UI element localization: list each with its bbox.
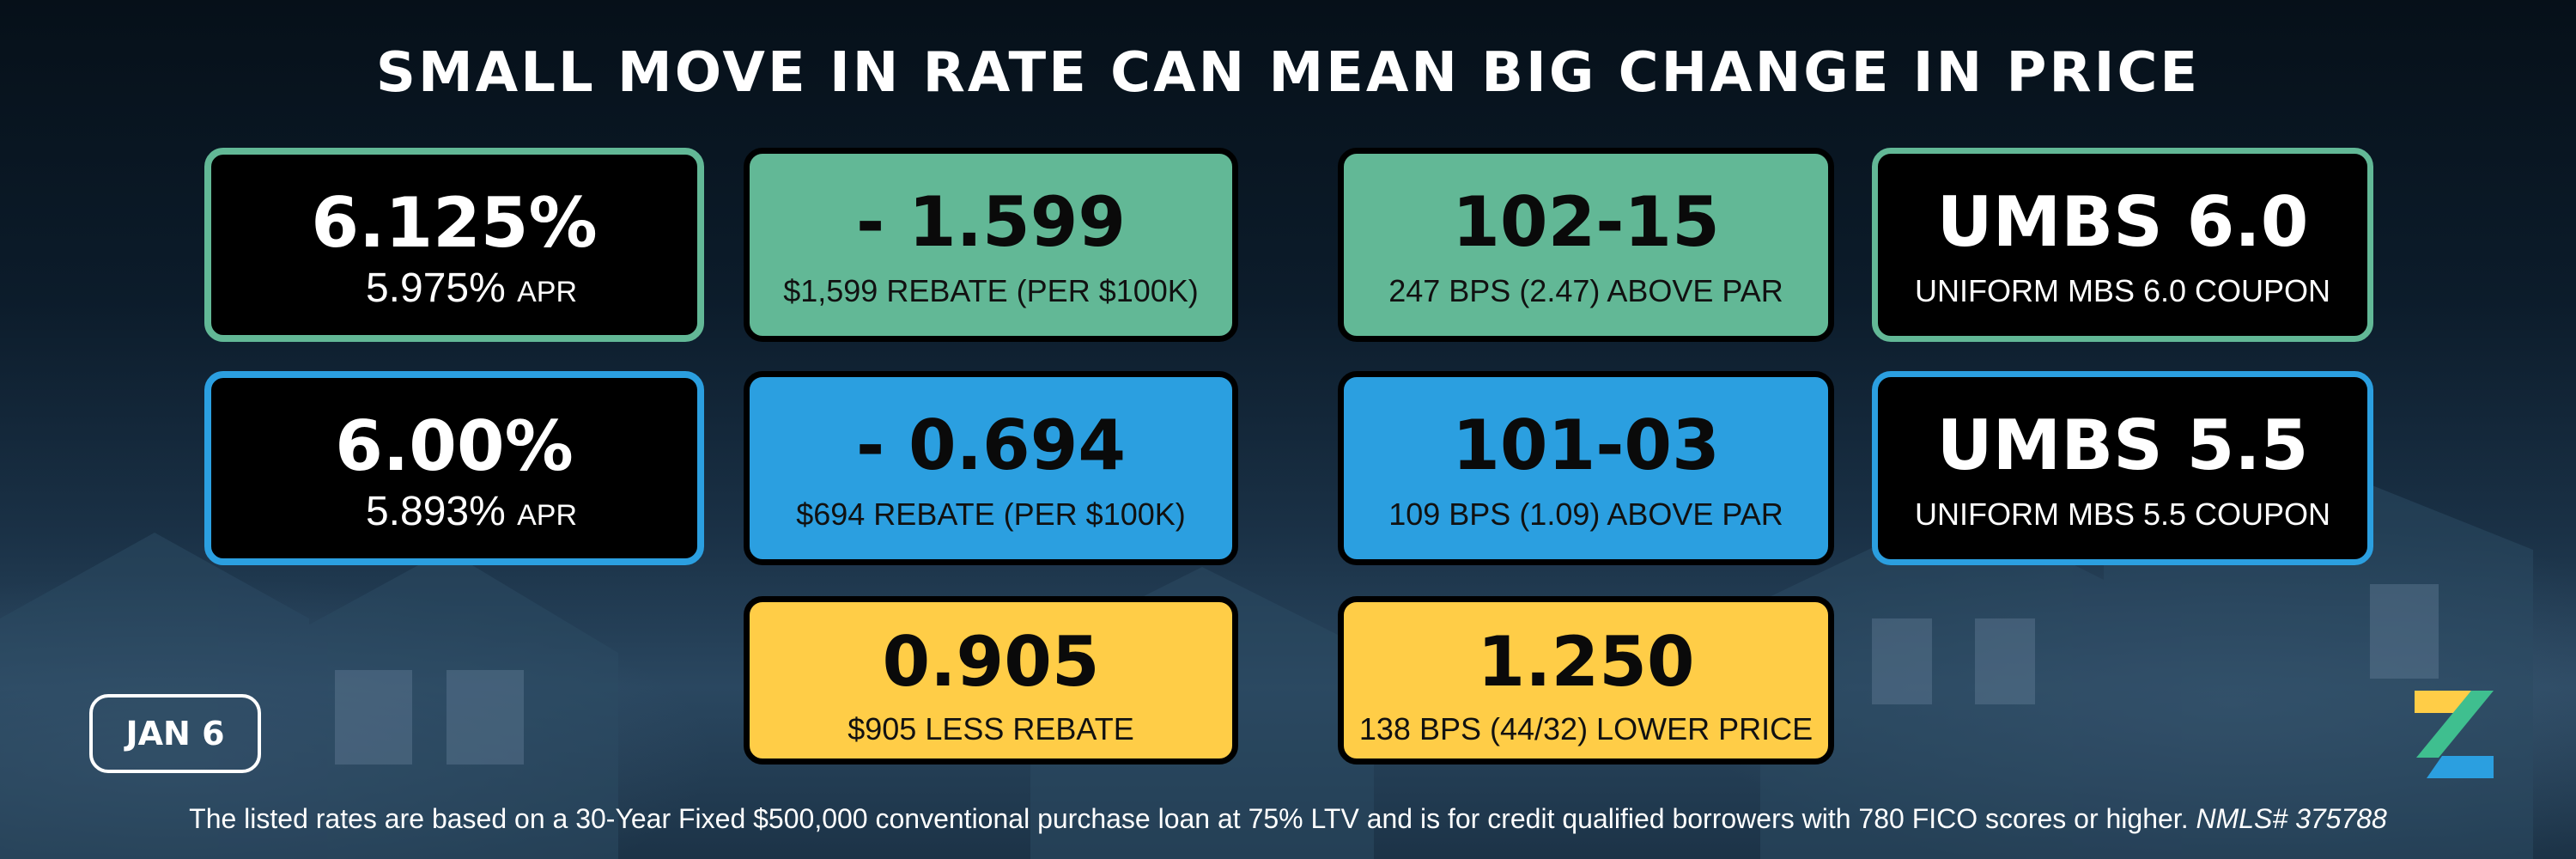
- rebate-label: $1,599 REBATE (PER $100K): [783, 273, 1199, 308]
- headline: SMALL MOVE IN RATE CAN MEAN BIG CHANGE I…: [375, 41, 2201, 105]
- price-label: 247 BPS (2.47) ABOVE PAR: [1388, 273, 1783, 308]
- date-badge: JAN 6: [89, 694, 261, 773]
- coupon-label: UNIFORM MBS 6.0 COUPON: [1914, 273, 2331, 308]
- coupon-card-2: UMBS 5.5 UNIFORM MBS 5.5 COUPON: [1872, 371, 2373, 565]
- apr-label: APR: [517, 499, 578, 532]
- rate-value: 6.125%: [311, 183, 598, 263]
- rebate-card-1: - 1.599 $1,599 REBATE (PER $100K): [744, 148, 1238, 342]
- coupon-name: UMBS 5.5: [1936, 405, 2309, 485]
- rebate-value: - 1.599: [855, 182, 1127, 262]
- price-difference-value: 1.250: [1477, 622, 1695, 702]
- price-value: 102-15: [1452, 182, 1720, 262]
- lightning-z-logo-icon: [2415, 691, 2494, 778]
- coupon-card-1: UMBS 6.0 UNIFORM MBS 6.0 COUPON: [1872, 148, 2373, 342]
- price-value: 101-03: [1452, 405, 1720, 485]
- price-card-1: 102-15 247 BPS (2.47) ABOVE PAR: [1338, 148, 1834, 342]
- price-difference-label: 138 BPS (44/32) LOWER PRICE: [1358, 711, 1814, 746]
- disclaimer-text: The listed rates are based on a 30-Year …: [189, 803, 2189, 834]
- rebate-value: - 0.694: [855, 405, 1127, 485]
- rebate-difference-card: 0.905 $905 LESS REBATE: [744, 596, 1238, 765]
- price-card-2: 101-03 109 BPS (1.09) ABOVE PAR: [1338, 371, 1834, 565]
- rebate-label: $694 REBATE (PER $100K): [796, 497, 1186, 532]
- apr-label: APR: [517, 276, 578, 308]
- apr-value: 5.893%: [365, 489, 506, 534]
- nmls-number: NMLS# 375788: [2196, 803, 2387, 834]
- disclaimer: The listed rates are based on a 30-Year …: [0, 803, 2576, 835]
- apr-value: 5.975%: [365, 265, 506, 311]
- price-difference-card: 1.250 138 BPS (44/32) LOWER PRICE: [1338, 596, 1834, 765]
- coupon-label: UNIFORM MBS 5.5 COUPON: [1914, 497, 2331, 532]
- rate-value: 6.00%: [335, 406, 574, 486]
- rebate-difference-value: 0.905: [882, 622, 1100, 702]
- rate-card-1: 6.125% 5.975% APR: [204, 148, 704, 342]
- rebate-difference-label: $905 LESS REBATE: [848, 711, 1134, 746]
- price-label: 109 BPS (1.09) ABOVE PAR: [1388, 497, 1783, 532]
- apr-line: 5.893% APR: [211, 491, 697, 533]
- apr-line: 5.975% APR: [211, 268, 697, 309]
- coupon-name: UMBS 6.0: [1936, 182, 2309, 262]
- rate-card-2: 6.00% 5.893% APR: [204, 371, 704, 565]
- rebate-card-2: - 0.694 $694 REBATE (PER $100K): [744, 371, 1238, 565]
